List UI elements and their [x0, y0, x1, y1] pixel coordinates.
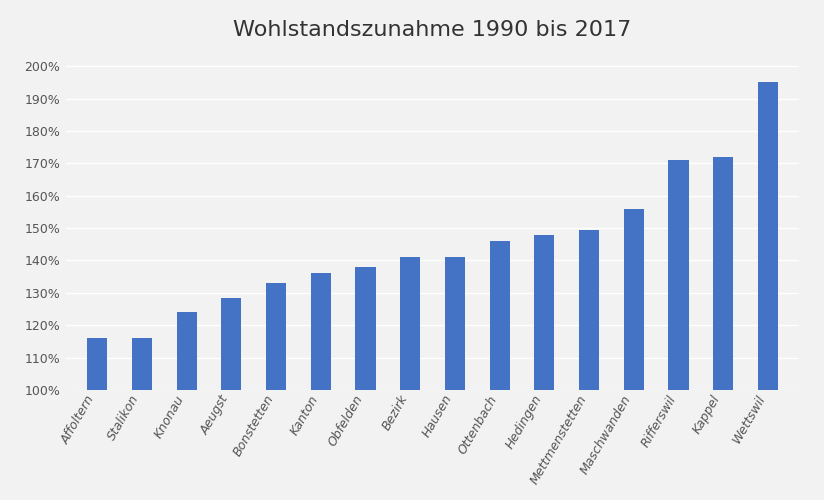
- Bar: [222, 298, 241, 390]
- Bar: [176, 312, 197, 390]
- Bar: [266, 283, 286, 390]
- Bar: [668, 160, 689, 390]
- Bar: [445, 257, 465, 390]
- Bar: [758, 82, 778, 390]
- Bar: [489, 241, 510, 390]
- Bar: [534, 234, 555, 390]
- Bar: [311, 274, 331, 390]
- Bar: [579, 230, 599, 390]
- Bar: [132, 338, 152, 390]
- Bar: [355, 267, 376, 390]
- Bar: [624, 208, 644, 390]
- Bar: [400, 257, 420, 390]
- Bar: [87, 338, 107, 390]
- Title: Wohlstandszunahme 1990 bis 2017: Wohlstandszunahme 1990 bis 2017: [233, 20, 632, 40]
- Bar: [714, 157, 733, 390]
